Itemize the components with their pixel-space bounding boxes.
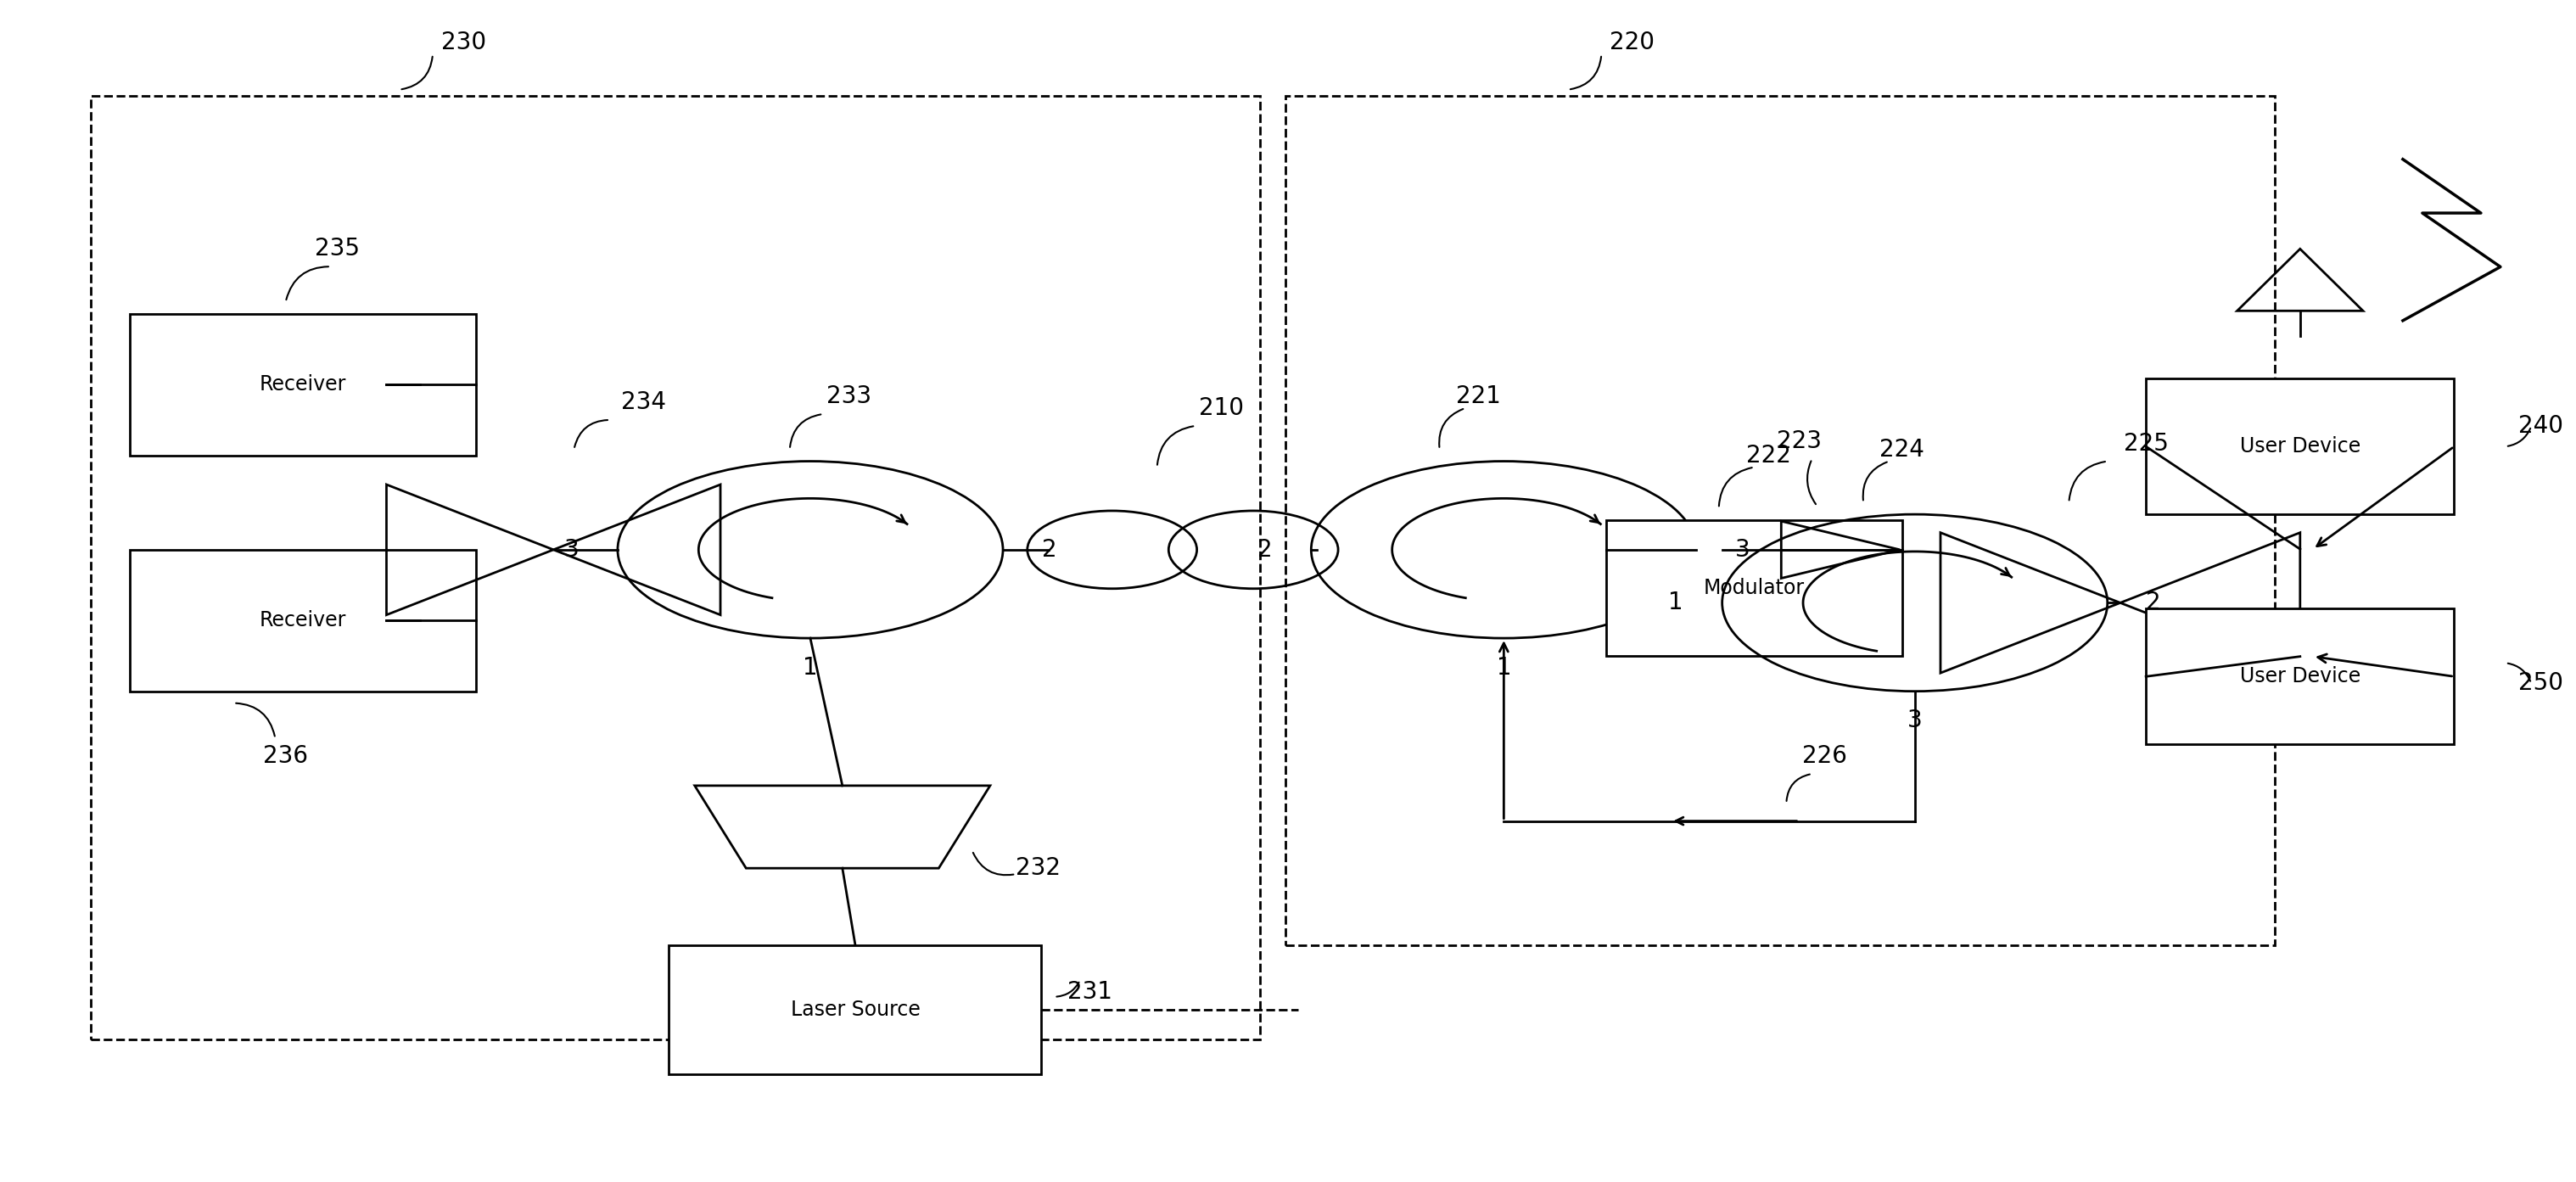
Text: 2: 2 [2146,591,2161,615]
Text: 3: 3 [1736,538,1749,561]
Text: 233: 233 [827,384,871,408]
Text: User Device: User Device [2239,436,2360,456]
Text: 210: 210 [1198,396,1244,420]
Bar [2146,378,2455,514]
Bar [90,96,1260,1039]
Text: User Device: User Device [2239,667,2360,687]
Bar [2146,609,2455,745]
Bar [129,550,477,691]
Text: 235: 235 [314,238,361,261]
Text: 250: 250 [2519,671,2563,695]
Text: 222: 222 [1747,443,1790,467]
Text: 1: 1 [1497,656,1512,680]
Text: 234: 234 [621,390,665,414]
Bar [670,944,1041,1074]
Text: 221: 221 [1455,384,1502,408]
Bar [1607,520,1901,656]
Text: 220: 220 [1610,31,1654,54]
Bar [1285,96,2275,944]
Text: Laser Source: Laser Source [791,1000,920,1020]
Text: 230: 230 [440,31,487,54]
Text: 226: 226 [1803,745,1847,768]
Text: 225: 225 [2123,431,2169,455]
Text: Receiver: Receiver [260,610,345,631]
Text: 3: 3 [1906,709,1922,733]
Text: 236: 236 [263,745,309,768]
Text: 3: 3 [564,538,580,561]
Text: 223: 223 [1777,429,1821,453]
Text: 1: 1 [804,656,817,680]
Text: 232: 232 [1015,856,1061,881]
Text: 2: 2 [1257,538,1273,561]
Text: 231: 231 [1066,980,1113,1004]
Bar [129,313,477,455]
Text: 224: 224 [1880,437,1924,461]
Text: 1: 1 [1669,591,1682,615]
Text: 2: 2 [1041,538,1056,561]
Text: 240: 240 [2519,414,2563,439]
Text: Receiver: Receiver [260,375,345,395]
Text: Modulator: Modulator [1703,578,1806,598]
